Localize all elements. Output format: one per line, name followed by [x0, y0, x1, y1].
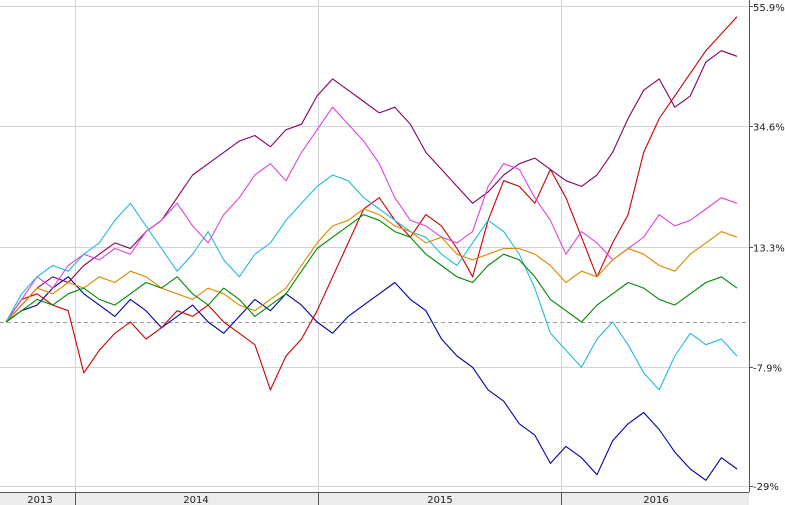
y-tick-label: 13.3% — [753, 244, 785, 255]
x-tick-label: 2013 — [27, 495, 52, 505]
axis-layer: 55.9% 34.6% 13.3% -7.9% -29% 2013 2014 2015 2016 — [27, 3, 785, 505]
x-tick-label: 2016 — [643, 495, 668, 505]
x-tick-label: 2014 — [183, 495, 208, 505]
series-layer — [5, 16, 738, 481]
y-tick-label: 55.9% — [753, 3, 785, 14]
series-line-5 — [5, 174, 738, 391]
x-axis-strip — [0, 492, 749, 505]
y-tick-label: -29% — [753, 482, 779, 493]
y-tick-label: -7.9% — [753, 364, 782, 375]
x-tick-label: 2015 — [427, 495, 452, 505]
series-line-1 — [5, 276, 738, 481]
y-tick-label: 34.6% — [753, 123, 785, 134]
grid-layer — [0, 0, 749, 492]
series-line-3 — [5, 50, 738, 323]
series-line-7 — [5, 214, 738, 323]
series-line-6 — [5, 208, 738, 323]
